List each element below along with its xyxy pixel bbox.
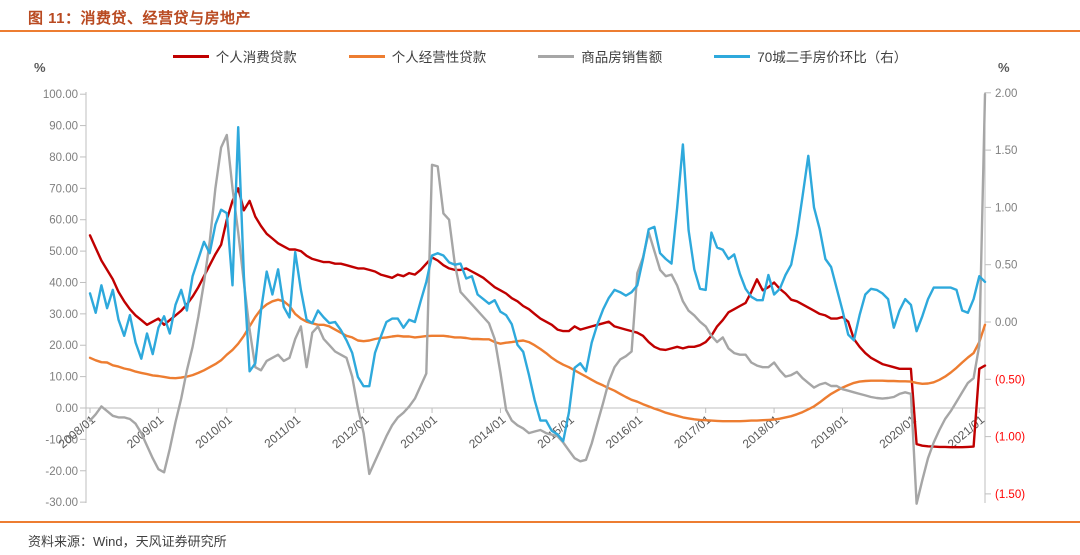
svg-text:40.00: 40.00 — [49, 277, 78, 289]
svg-text:2.00: 2.00 — [995, 88, 1017, 100]
svg-text:10.00: 10.00 — [49, 372, 78, 384]
svg-text:100.00: 100.00 — [43, 89, 78, 101]
legend-label: 个人经营性贷款 — [391, 50, 487, 65]
svg-text:-20.00: -20.00 — [45, 466, 78, 478]
svg-text:2011/01: 2011/01 — [262, 412, 304, 450]
svg-text:0.00: 0.00 — [995, 317, 1017, 329]
svg-text:50.00: 50.00 — [49, 246, 78, 258]
svg-text:2013/01: 2013/01 — [398, 412, 440, 451]
legend-item-business-loans: 个人经营性贷款 — [348, 46, 487, 66]
svg-text:1.50: 1.50 — [995, 145, 1017, 157]
source-note: 资料来源：Wind，天风证券研究所 — [28, 534, 227, 549]
svg-text:2016/01: 2016/01 — [603, 412, 645, 451]
svg-text:0.50: 0.50 — [995, 260, 1017, 272]
svg-text:2021/01: 2021/01 — [945, 412, 987, 451]
legend-item-70city-price-mom: 70城二手房价环比（右） — [714, 46, 907, 66]
left-axis-unit: % — [34, 60, 46, 75]
legend-label: 商品房销售额 — [581, 50, 663, 65]
right-axis-unit: % — [998, 60, 1010, 75]
legend-line-swatch-orange — [348, 54, 385, 58]
svg-text:(0.50): (0.50) — [995, 374, 1025, 386]
svg-text:2019/01: 2019/01 — [808, 412, 850, 451]
top-divider — [0, 30, 1080, 32]
legend-item-housing-sales: 商品房销售额 — [538, 46, 662, 66]
legend-item-consumer-loans: 个人消费贷款 — [172, 46, 297, 66]
figure-title: 图 11：消费贷、经营贷与房地产 — [28, 10, 252, 27]
svg-text:-30.00: -30.00 — [45, 497, 78, 509]
svg-text:0.00: 0.00 — [56, 403, 78, 415]
svg-text:2010/01: 2010/01 — [193, 412, 235, 451]
svg-text:60.00: 60.00 — [49, 215, 78, 227]
legend-line-swatch-red — [172, 54, 209, 58]
svg-text:1.00: 1.00 — [995, 202, 1017, 214]
legend-line-swatch-gray — [538, 54, 575, 58]
bottom-divider — [0, 521, 1080, 523]
svg-text:(1.00): (1.00) — [995, 432, 1025, 444]
svg-text:90.00: 90.00 — [49, 121, 78, 133]
legend-line-swatch-blue — [714, 54, 751, 58]
svg-text:2014/01: 2014/01 — [466, 412, 508, 451]
svg-text:-10.00: -10.00 — [45, 434, 78, 446]
chart-legend: 个人消费贷款 个人经营性贷款 商品房销售额 70城二手房价环比（右） — [0, 46, 1080, 66]
svg-text:70.00: 70.00 — [49, 183, 78, 195]
svg-text:(1.50): (1.50) — [995, 489, 1025, 501]
legend-label: 70城二手房价环比（右） — [757, 50, 908, 65]
svg-text:30.00: 30.00 — [49, 309, 78, 321]
svg-text:20.00: 20.00 — [49, 340, 78, 352]
legend-label: 个人消费贷款 — [215, 50, 297, 65]
svg-text:80.00: 80.00 — [49, 152, 78, 164]
